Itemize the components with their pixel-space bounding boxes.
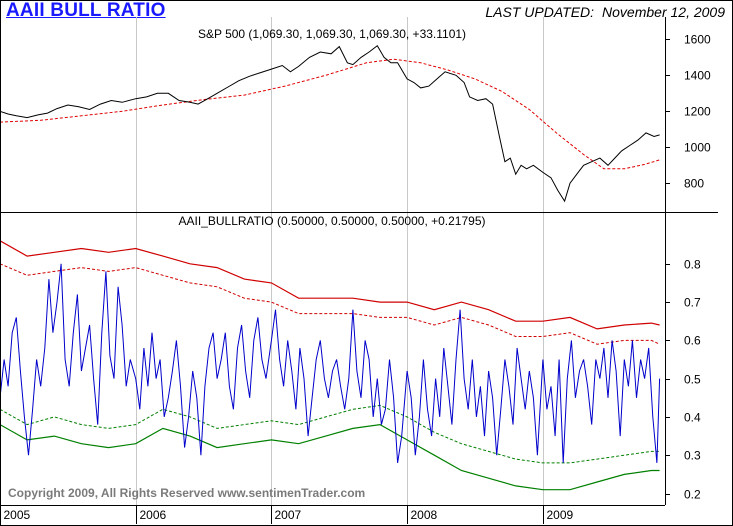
sp500-moving-average-line xyxy=(0,58,660,170)
lower-band-solid-line xyxy=(0,423,660,491)
bull-ratio-line xyxy=(0,263,661,463)
bullratio-y-tick-label: 0.4 xyxy=(684,411,701,425)
x-tick-label: 2006 xyxy=(140,508,167,522)
chart-title: AAII BULL RATIO xyxy=(6,0,166,21)
upper-band-solid-line xyxy=(0,240,660,330)
copyright-text: Copyright 2009, All Rights Reserved www.… xyxy=(8,486,365,500)
bullratio-y-tick-label: 0.5 xyxy=(684,373,701,387)
last-updated-date: November 12, 2009 xyxy=(602,4,725,20)
bullratio-y-tick-label: 0.7 xyxy=(684,296,701,310)
sp500-y-tick-label: 800 xyxy=(684,177,704,191)
sp500-price-line xyxy=(0,44,660,203)
gridlines xyxy=(0,17,544,505)
upper-band-dashed-line xyxy=(0,263,660,345)
bullratio-y-tick-label: 0.8 xyxy=(684,258,701,272)
sp500-panel xyxy=(0,44,660,203)
bullratio-y-tick-label: 0.6 xyxy=(684,334,701,348)
lower-band-dashed-line xyxy=(0,404,660,464)
bullratio-panel-title: AAII_BULLRATIO (0.50000, 0.50000, 0.5000… xyxy=(179,214,486,228)
bullratio-y-tick-label: 0.2 xyxy=(684,488,701,502)
x-tick-label: 2005 xyxy=(4,508,31,522)
sp500-panel-title: S&P 500 (1,069.30, 1,069.30, 1,069.30, +… xyxy=(198,27,466,41)
last-updated-label: LAST UPDATED: xyxy=(485,4,595,20)
sp500-y-tick-label: 1400 xyxy=(684,69,711,83)
bullratio-y-tick-label: 0.3 xyxy=(684,449,701,463)
x-tick-label: 2007 xyxy=(275,508,302,522)
x-tick-label: 2009 xyxy=(547,508,574,522)
sp500-y-tick-label: 1000 xyxy=(684,141,711,155)
last-updated: LAST UPDATED: November 12, 2009 xyxy=(485,4,725,20)
sp500-y-tick-label: 1200 xyxy=(684,105,711,119)
x-tick-label: 2008 xyxy=(411,508,438,522)
bullratio-panel xyxy=(0,240,661,491)
sp500-y-tick-label: 1600 xyxy=(684,33,711,47)
